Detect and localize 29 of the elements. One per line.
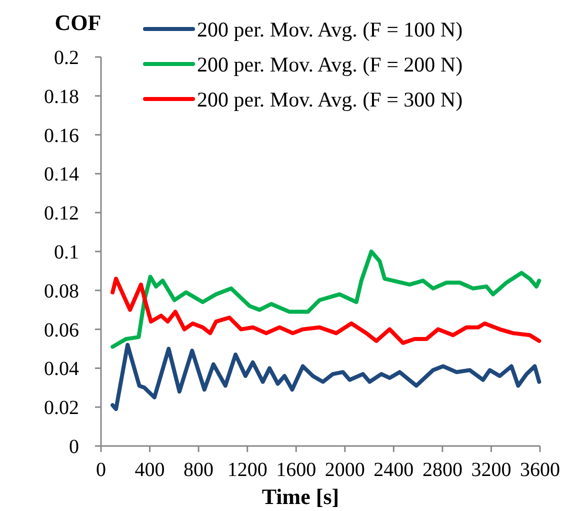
- y-axis-title: COF: [54, 10, 102, 35]
- y-tick-label: 0.2: [54, 47, 79, 69]
- x-tick-label: 1200: [227, 459, 268, 481]
- line-series: [110, 342, 542, 412]
- y-tick-label: 0.06: [44, 319, 79, 342]
- y-tick-label: 0.12: [44, 202, 79, 225]
- x-tick-label: 800: [184, 459, 214, 481]
- y-tick-label: 0.1: [54, 242, 79, 264]
- y-tick-label: 0.02: [44, 397, 79, 420]
- y-tick-label: 0.08: [44, 280, 79, 302]
- y-tick-label: 0.04: [44, 358, 79, 380]
- line-series: [110, 276, 542, 345]
- x-tick-label: 400: [134, 459, 165, 481]
- legend-label: 200 per. Mov. Avg. (F = 200 N): [197, 52, 463, 76]
- x-tick-label: 2800: [422, 459, 462, 481]
- x-tick-label: 3600: [520, 459, 560, 481]
- x-tick-label: 1600: [276, 459, 316, 481]
- legend-label: 200 per. Mov. Avg. (F = 300 N): [197, 87, 463, 112]
- x-tick-label: 3200: [471, 459, 512, 481]
- x-tick-label: 2000: [324, 459, 365, 481]
- y-tick-label: 0.18: [44, 86, 79, 108]
- x-axis-title: Time [s]: [262, 484, 340, 509]
- legend-label: 200 per. Mov. Avg. (F = 100 N): [197, 17, 463, 42]
- y-tick-label: 0.14: [44, 164, 79, 186]
- y-tick-label: 0.16: [44, 124, 79, 147]
- line-series: [110, 250, 542, 349]
- x-tick-label: 2400: [374, 459, 414, 481]
- x-tick-label: 0: [96, 459, 106, 481]
- y-tick-label: 0: [69, 436, 79, 458]
